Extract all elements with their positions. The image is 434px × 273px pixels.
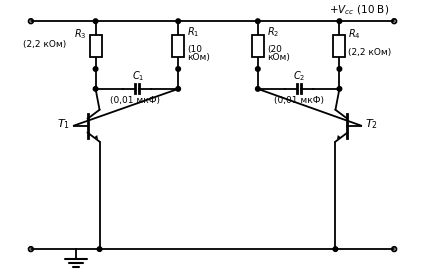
Text: (10: (10 xyxy=(187,45,202,54)
Text: (2,2 кОм): (2,2 кОм) xyxy=(23,40,66,49)
Circle shape xyxy=(333,247,338,251)
Circle shape xyxy=(93,67,98,71)
Circle shape xyxy=(337,67,342,71)
Text: $R_1$: $R_1$ xyxy=(187,25,200,39)
Text: (0,01 мкФ): (0,01 мкФ) xyxy=(110,96,160,105)
Bar xyxy=(89,35,102,57)
Text: кОм): кОм) xyxy=(187,53,210,62)
Circle shape xyxy=(256,67,260,71)
Circle shape xyxy=(337,87,342,91)
Text: $R_2$: $R_2$ xyxy=(267,25,279,39)
Text: (0,01 мкФ): (0,01 мкФ) xyxy=(273,96,324,105)
Circle shape xyxy=(337,19,342,23)
Bar xyxy=(172,35,184,57)
Circle shape xyxy=(93,87,98,91)
Text: $R_4$: $R_4$ xyxy=(349,27,361,41)
Circle shape xyxy=(176,19,181,23)
Circle shape xyxy=(176,67,181,71)
Bar xyxy=(252,35,264,57)
Bar xyxy=(333,35,345,57)
Text: $R_3$: $R_3$ xyxy=(74,27,87,41)
Text: $T_1$: $T_1$ xyxy=(57,117,70,130)
Text: $+ V_{cc}$ (10 В): $+ V_{cc}$ (10 В) xyxy=(329,4,389,17)
Circle shape xyxy=(176,87,181,91)
Circle shape xyxy=(256,19,260,23)
Text: $C_1$: $C_1$ xyxy=(132,69,144,83)
Text: (2,2 кОм): (2,2 кОм) xyxy=(349,48,391,57)
Circle shape xyxy=(97,247,102,251)
Circle shape xyxy=(256,87,260,91)
Text: кОм): кОм) xyxy=(267,53,289,62)
Text: (20: (20 xyxy=(267,45,282,54)
Text: $T_2$: $T_2$ xyxy=(365,117,378,130)
Text: $C_2$: $C_2$ xyxy=(293,69,306,83)
Circle shape xyxy=(93,19,98,23)
